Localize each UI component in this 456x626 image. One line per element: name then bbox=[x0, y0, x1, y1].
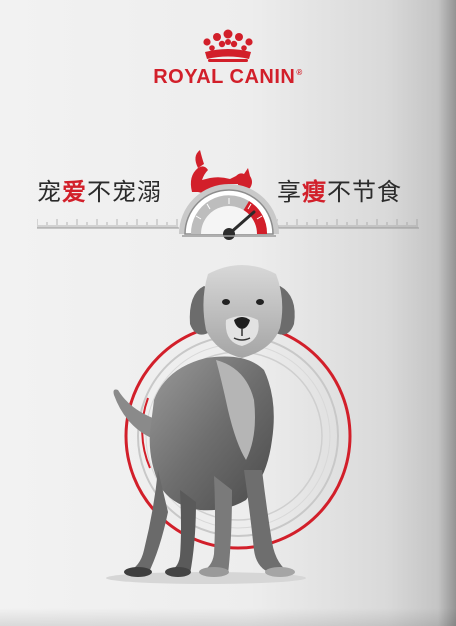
slogan-left-after: 不宠溺 bbox=[87, 178, 162, 206]
page-bottom-shadow bbox=[0, 608, 456, 626]
slogan-left: 宠爱不宠溺 bbox=[37, 172, 162, 207]
brand-name: ROYAL CANIN bbox=[153, 66, 296, 88]
ruler-right bbox=[277, 219, 419, 229]
slogan-left-before: 宠 bbox=[37, 178, 62, 206]
slogan-left-highlight: 爱 bbox=[62, 178, 87, 206]
slogan-right-highlight: 瘦 bbox=[302, 178, 327, 206]
ruler-left bbox=[37, 219, 179, 229]
golden-retriever-dog-icon bbox=[106, 265, 306, 584]
slogan-right-after: 不节食 bbox=[327, 178, 402, 206]
brand-wordmark: ROYAL CANIN® bbox=[0, 66, 456, 89]
royal-canin-logo: ROYAL CANIN® bbox=[0, 28, 456, 89]
slogan-right: 享瘦不节食 bbox=[277, 172, 402, 207]
trademark-symbol: ® bbox=[296, 68, 303, 78]
slogan-right-before: 享 bbox=[277, 178, 302, 206]
weight-gauge bbox=[179, 150, 279, 240]
crown-icon bbox=[203, 29, 253, 62]
page-edge-shadow bbox=[438, 0, 456, 626]
